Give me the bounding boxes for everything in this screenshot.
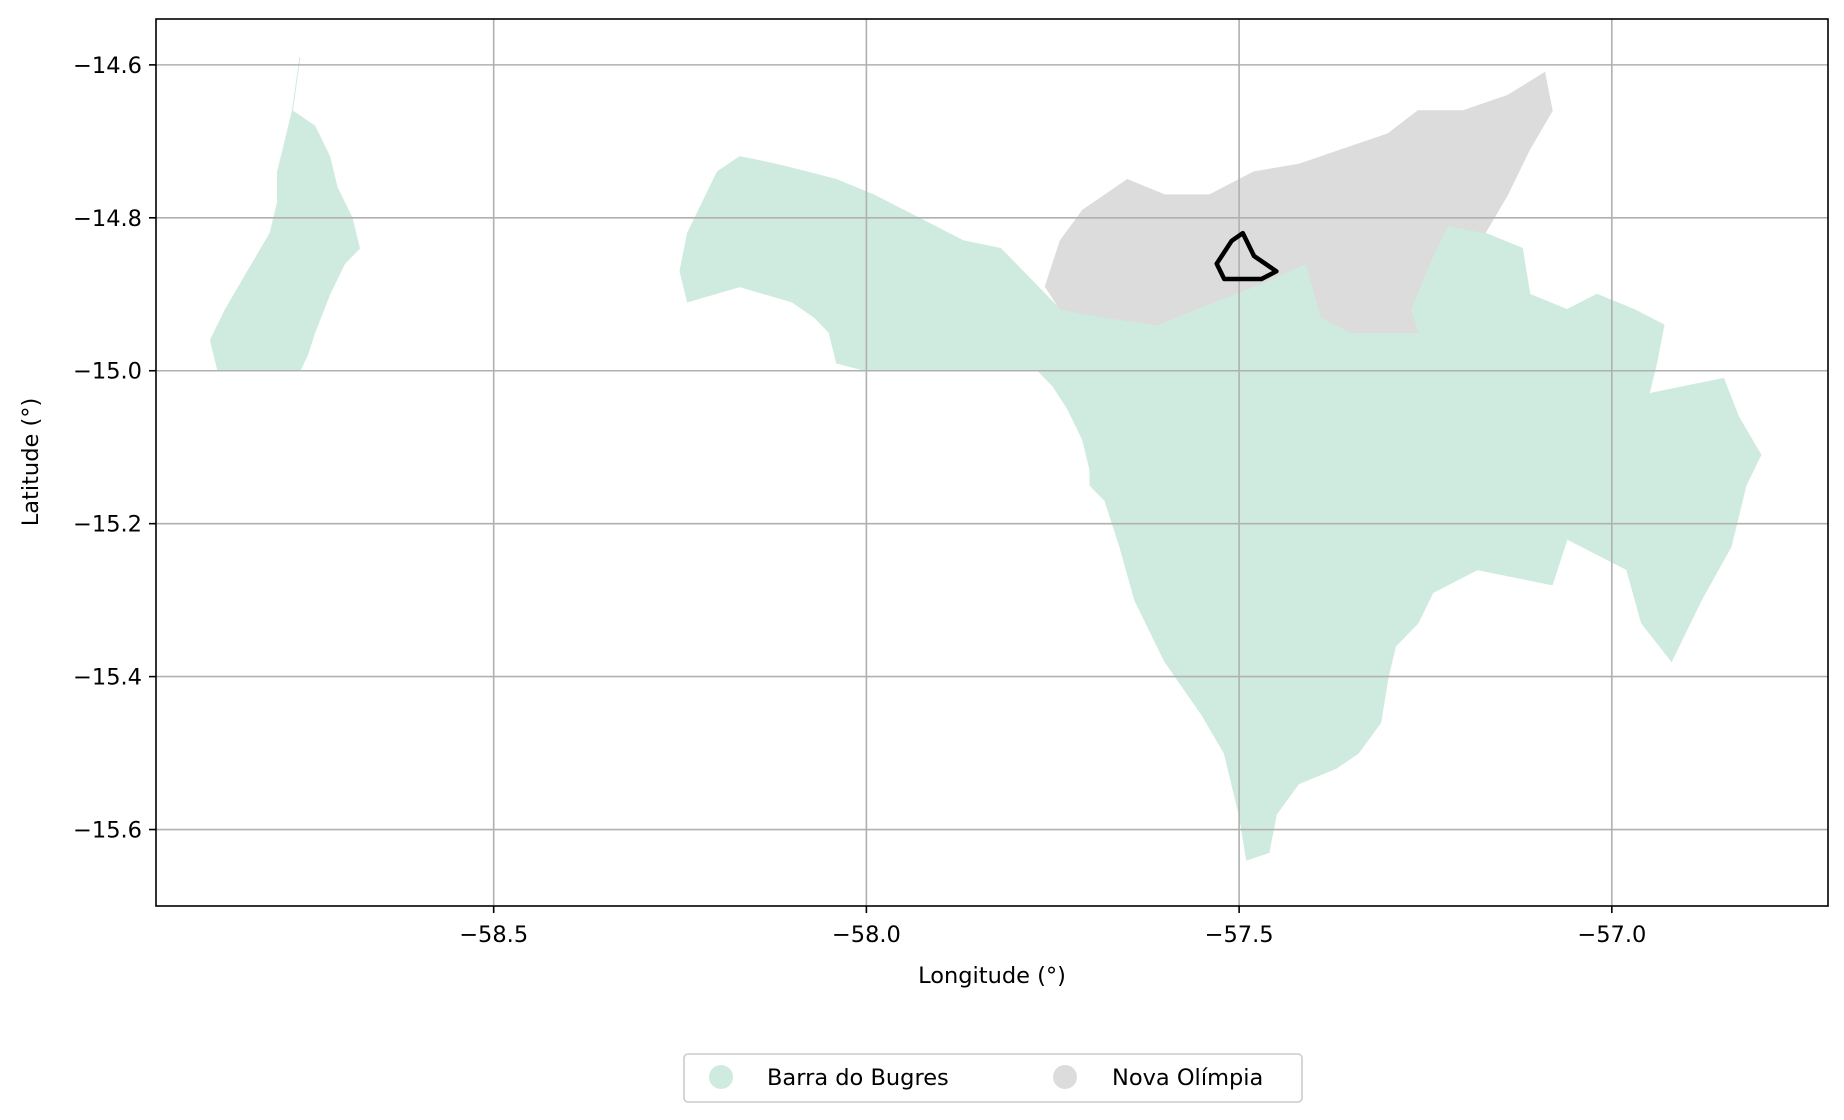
legend-swatch-barra-do-bugres [709, 1065, 733, 1089]
region-barra-do-bugres-part-0 [209, 57, 361, 372]
gridlines [156, 19, 1828, 906]
map-regions [209, 57, 1762, 861]
legend-label-nova-olimpia: Nova Olímpia [1112, 1065, 1263, 1091]
axes-frame [155, 18, 1829, 907]
y-tick-label-3: −15.2 [73, 512, 142, 538]
x-tick-label-2: −57.5 [1205, 922, 1274, 948]
y-tick-label-5: −15.6 [73, 818, 142, 844]
highlight-outline-path [1214, 230, 1279, 282]
y-axis-label: Latitude (°) [18, 398, 44, 527]
y-tick-label-1: −14.8 [73, 206, 142, 232]
x-tick-label-1: −58.0 [832, 922, 901, 948]
y-tick-label-2: −15.0 [73, 359, 142, 385]
y-tick-label-4: −15.4 [73, 665, 142, 691]
region-nova-olimpia-part-0 [1044, 71, 1553, 333]
legend-swatch-nova-olimpia [1053, 1065, 1077, 1089]
region-barra-do-bugres-part-1 [679, 156, 1762, 861]
highlight-outline [1214, 230, 1279, 282]
legend: Barra do Bugres Nova Olímpia [683, 1053, 1303, 1103]
axis-ticks: −58.5 −58.0 −57.5 −57.0 −14.6 −14.8 −15.0 −15.2… [73, 53, 1646, 948]
legend-frame [683, 1053, 1303, 1103]
x-axis-label: Longitude (°) [918, 963, 1066, 989]
legend-label-barra-do-bugres: Barra do Bugres [767, 1065, 949, 1091]
y-tick-label-0: −14.6 [73, 53, 142, 79]
x-tick-label-3: −57.0 [1577, 922, 1646, 948]
x-tick-label-0: −58.5 [459, 922, 528, 948]
